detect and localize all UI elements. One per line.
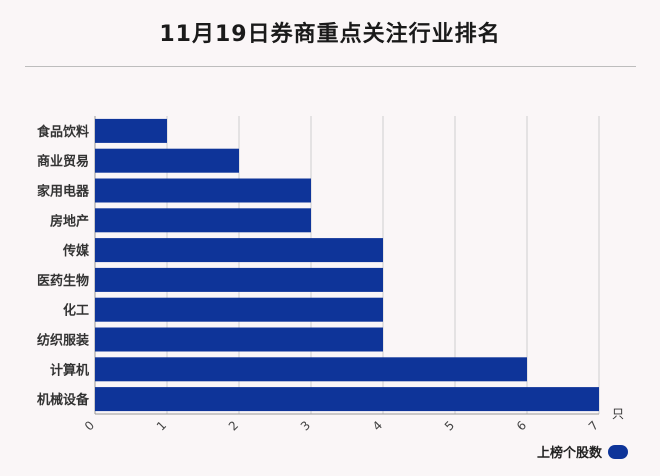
category-label: 传媒 <box>62 243 90 259</box>
bar <box>95 178 311 203</box>
bar <box>95 357 527 382</box>
legend[interactable]: 上榜个股数 <box>537 442 628 461</box>
category-label: 化工 <box>63 303 89 319</box>
bar <box>95 238 383 263</box>
legend-label: 上榜个股数 <box>536 446 602 461</box>
x-tick-label: 3 <box>298 418 313 433</box>
legend-swatch <box>608 444 628 459</box>
x-tick-label: 6 <box>514 418 529 433</box>
x-tick-label: 2 <box>226 418 241 433</box>
bar <box>95 267 383 292</box>
bar <box>95 297 383 322</box>
category-label: 医药生物 <box>37 273 89 289</box>
bar <box>95 387 599 412</box>
category-label: 计算机 <box>50 362 89 378</box>
x-tick-label: 5 <box>442 418 457 433</box>
category-label: 食品饮料 <box>37 124 89 140</box>
bar <box>95 148 239 173</box>
category-label: 纺织服装 <box>37 333 89 349</box>
category-label: 商业贸易 <box>37 154 89 170</box>
category-label: 房地产 <box>50 213 89 229</box>
x-tick-label: 7 <box>586 418 601 433</box>
category-label: 家用电器 <box>37 184 90 200</box>
bar <box>95 118 167 143</box>
chart-title: 11月19日券商重点关注行业排名 <box>159 22 501 47</box>
bar <box>95 208 311 233</box>
axis-unit-label: 只 <box>612 407 625 421</box>
category-label: 机械设备 <box>37 392 90 408</box>
x-tick-label: 1 <box>154 418 169 433</box>
x-tick-label: 0 <box>82 418 97 433</box>
bar <box>95 327 383 352</box>
title-divider <box>25 66 636 67</box>
x-tick-label: 4 <box>370 418 385 433</box>
